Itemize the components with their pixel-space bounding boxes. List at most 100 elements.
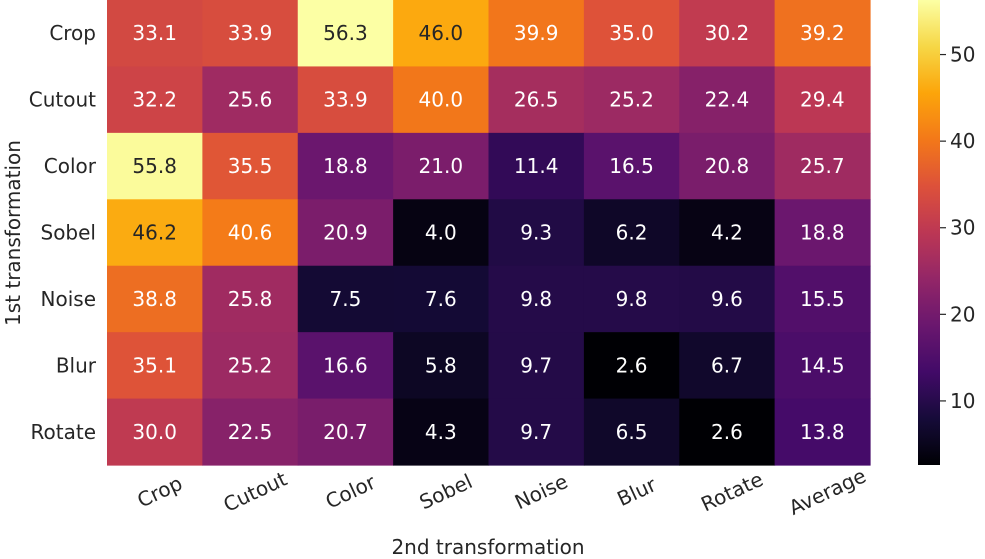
cell-value-label: 6.5 — [616, 420, 648, 444]
heatmap-cell — [583, 66, 680, 134]
heatmap-cell — [679, 332, 776, 400]
cell-value-label: 2.6 — [711, 420, 743, 444]
heatmap-cells — [107, 0, 871, 466]
heatmap-cell — [297, 199, 394, 267]
cell-value-label: 25.2 — [609, 88, 654, 112]
y-axis-tick-labels: Crop Cutout Color Sobel Noise Blur Rotate — [29, 21, 97, 444]
cell-value-label: 9.7 — [520, 420, 552, 444]
heatmap-cell — [583, 398, 680, 466]
cell-value-label: 35.5 — [228, 154, 273, 178]
cell-value-label: 29.4 — [800, 88, 845, 112]
cell-value-label: 39.9 — [514, 21, 559, 45]
heatmap-cell — [393, 132, 490, 200]
heatmap-cell — [393, 265, 490, 333]
cell-value-label: 22.4 — [705, 88, 750, 112]
cell-value-label: 9.7 — [520, 353, 552, 377]
cell-value-label: 46.0 — [419, 21, 464, 45]
cell-value-label: 40.6 — [228, 221, 273, 245]
heatmap-cell — [107, 199, 203, 267]
cell-value-label: 15.5 — [800, 287, 845, 311]
cell-value-label: 40.0 — [419, 88, 464, 112]
heatmap-cell — [393, 66, 490, 134]
cell-value-labels: 33.1 33.9 56.3 46.0 39.9 35.0 30.2 39.2 32.2 25.6… — [132, 21, 844, 444]
x-tick-label: Noise — [511, 469, 571, 514]
cell-value-label: 39.2 — [800, 21, 845, 45]
heatmap-cell — [297, 132, 394, 200]
heatmap-cell — [774, 398, 871, 466]
heatmap-cell — [297, 332, 394, 400]
cell-value-label: 7.6 — [425, 287, 457, 311]
cell-value-label: 18.8 — [800, 221, 845, 245]
heatmap-cell — [774, 132, 871, 200]
cell-value-label: 25.8 — [228, 287, 273, 311]
x-tick-label: Color — [322, 469, 380, 513]
cell-value-label: 30.0 — [132, 420, 177, 444]
heatmap-cell — [774, 0, 871, 68]
y-tick-label: Crop — [49, 21, 96, 45]
cell-value-label: 16.6 — [323, 353, 368, 377]
heatmap-cell — [107, 332, 203, 400]
y-tick-label: Cutout — [29, 88, 96, 112]
heatmap-cell — [488, 199, 585, 267]
cell-value-label: 25.2 — [228, 353, 273, 377]
heatmap-cell — [107, 0, 203, 68]
cell-value-label: 16.5 — [609, 154, 654, 178]
heatmap-cell — [774, 199, 871, 267]
heatmap-cell — [583, 132, 680, 200]
heatmap-cell — [393, 199, 490, 267]
cell-value-label: 35.0 — [609, 21, 654, 45]
cell-value-label: 20.7 — [323, 420, 368, 444]
heatmap-cell — [774, 332, 871, 400]
cell-value-label: 55.8 — [132, 154, 177, 178]
heatmap-cell — [107, 265, 203, 333]
cell-value-label: 56.3 — [323, 21, 368, 45]
heatmap-cell — [679, 265, 776, 333]
colorbar-tick-label: 20 — [950, 302, 975, 326]
y-tick-label: Sobel — [41, 221, 97, 245]
colorbar-ticks: 10 20 30 40 50 — [940, 43, 975, 413]
cell-value-label: 7.5 — [330, 287, 362, 311]
heatmap-cell — [202, 332, 299, 400]
y-tick-label: Color — [44, 154, 97, 178]
cell-value-label: 6.2 — [616, 221, 648, 245]
heatmap-cell — [488, 132, 585, 200]
cell-value-label: 35.1 — [132, 353, 177, 377]
colorbar-tick-label: 10 — [950, 389, 975, 413]
cell-value-label: 25.7 — [800, 154, 845, 178]
colorbar-tick-label: 50 — [950, 43, 975, 67]
y-axis-label: 1st transformation — [1, 140, 25, 326]
cell-value-label: 2.6 — [616, 353, 648, 377]
cell-value-label: 25.6 — [228, 88, 273, 112]
cell-value-label: 33.9 — [323, 88, 368, 112]
cell-value-label: 20.9 — [323, 221, 368, 245]
cell-value-label: 38.8 — [132, 287, 177, 311]
y-tick-label: Rotate — [31, 420, 96, 444]
heatmap-cell — [488, 332, 585, 400]
heatmap-cell — [774, 265, 871, 333]
x-tick-label: Crop — [134, 471, 186, 512]
heatmap-cell — [297, 66, 394, 134]
heatmap-cell — [297, 398, 394, 466]
heatmap-cell — [393, 0, 490, 68]
heatmap-cell — [583, 199, 680, 267]
heatmap-cell — [297, 265, 394, 333]
cell-value-label: 11.4 — [514, 154, 559, 178]
x-axis-tick-labels: Crop Cutout Color Sobel Noise Blur Rotate Avera… — [134, 463, 870, 519]
cell-value-label: 32.2 — [132, 88, 177, 112]
x-tick-label: Average — [785, 463, 870, 519]
heatmap-cell — [202, 398, 299, 466]
cell-value-label: 6.7 — [711, 353, 743, 377]
cell-value-label: 9.3 — [520, 221, 552, 245]
cell-value-label: 9.6 — [711, 287, 743, 311]
cell-value-label: 26.5 — [514, 88, 559, 112]
cell-value-label: 22.5 — [228, 420, 273, 444]
heatmap-cell — [679, 66, 776, 134]
heatmap-cell — [679, 398, 776, 466]
x-tick-label: Cutout — [220, 467, 291, 517]
heatmap-cell — [488, 265, 585, 333]
heatmap-cell — [488, 398, 585, 466]
heatmap-cell — [202, 66, 299, 134]
cell-value-label: 33.9 — [228, 21, 273, 45]
cell-value-label: 30.2 — [705, 21, 750, 45]
